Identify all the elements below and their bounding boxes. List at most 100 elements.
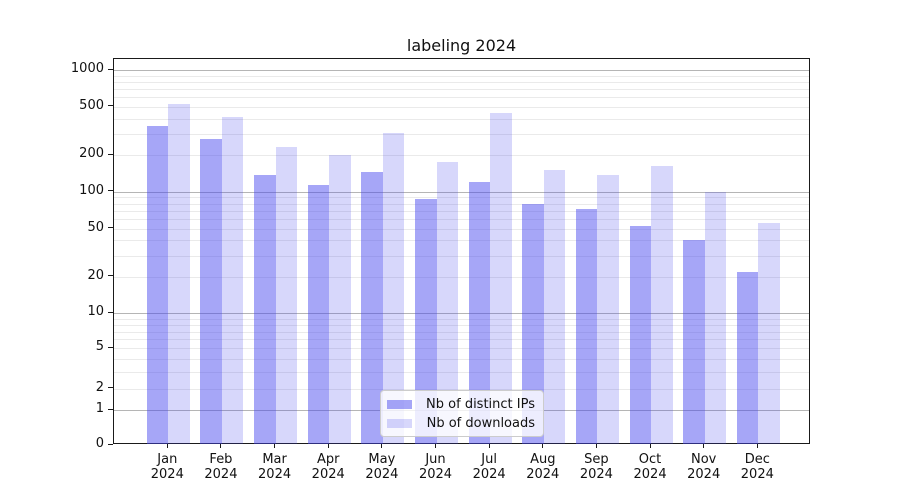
- x-tick-mark: [488, 444, 490, 448]
- gridline-minor: [114, 276, 809, 278]
- x-tick-mark: [166, 444, 168, 448]
- gridline-minor: [114, 197, 809, 199]
- x-tick-label: Aug 2024: [515, 452, 571, 482]
- x-tick-month: Sep: [584, 452, 609, 467]
- y-tick-mark: [108, 443, 113, 445]
- y-tick-label: 0: [95, 436, 104, 451]
- x-tick-month: Dec: [744, 452, 770, 467]
- y-tick-label: 2: [95, 379, 104, 395]
- x-tick-label: Jun 2024: [408, 452, 464, 482]
- y-tick-label: 1: [95, 401, 104, 417]
- legend-label-downloads: Nb of downloads: [426, 415, 535, 431]
- gridline-minor: [114, 324, 809, 326]
- gridline-minor: [114, 203, 809, 205]
- gridline-minor: [114, 75, 809, 77]
- gridline-minor: [114, 218, 809, 220]
- x-tick-month: Feb: [209, 452, 233, 467]
- x-tick-month: May: [368, 452, 396, 467]
- x-tick-month: Apr: [316, 452, 340, 467]
- bar-distinct-ips: [683, 240, 705, 444]
- bar-distinct-ips: [200, 139, 222, 444]
- gridline-minor: [114, 331, 809, 333]
- legend: Nb of distinct IPs Nb of downloads: [380, 390, 544, 437]
- gridline-minor: [114, 348, 809, 350]
- bar-distinct-ips: [415, 199, 437, 444]
- y-tick-mark: [108, 408, 113, 410]
- bar-distinct-ips: [468, 182, 491, 444]
- bar-distinct-ips: [522, 203, 544, 444]
- bar-distinct-ips: [307, 184, 330, 444]
- gridline-minor: [114, 88, 809, 90]
- x-tick-year: 2024: [418, 467, 453, 482]
- x-tick-mark: [703, 444, 705, 448]
- x-tick-year: 2024: [472, 467, 506, 482]
- x-tick-year: 2024: [687, 467, 721, 482]
- x-tick-month: Jul: [481, 452, 497, 467]
- x-tick-year: 2024: [633, 467, 667, 482]
- gridline-minor: [114, 118, 809, 120]
- x-tick-year: 2024: [150, 467, 184, 482]
- gridline-major: [114, 313, 809, 315]
- x-tick-mark: [381, 444, 383, 448]
- gridline-major: [114, 191, 809, 193]
- gridline-minor: [114, 81, 809, 83]
- legend-label-distinct-ips: Nb of distinct IPs: [426, 396, 535, 412]
- x-tick-mark: [595, 444, 597, 448]
- gridline-minor: [114, 133, 809, 135]
- x-tick-year: 2024: [579, 467, 613, 482]
- bar-distinct-ips: [361, 172, 383, 444]
- y-tick-mark: [108, 68, 113, 70]
- gridline-minor: [114, 372, 809, 374]
- y-tick-mark: [108, 227, 113, 229]
- bar-downloads: [543, 169, 566, 444]
- plot-area: [113, 58, 810, 444]
- gridline-minor: [114, 240, 809, 242]
- x-tick-label: Mar 2024: [247, 452, 303, 482]
- y-tick-label: 20: [87, 267, 104, 283]
- legend-swatch-distinct-ips: [387, 399, 412, 409]
- x-tick-mark: [274, 444, 276, 448]
- x-tick-year: 2024: [204, 467, 238, 482]
- x-tick-mark: [435, 444, 436, 448]
- x-tick-label: Nov 2024: [676, 452, 732, 482]
- x-tick-year: 2024: [365, 467, 399, 482]
- bar-downloads: [275, 147, 298, 444]
- bar-distinct-ips: [629, 226, 652, 444]
- x-tick-month: Nov: [691, 452, 717, 467]
- y-tick-mark: [108, 346, 113, 348]
- y-tick-label: 500: [79, 97, 104, 113]
- gridline-minor: [114, 228, 809, 230]
- y-tick-label: 50: [87, 219, 104, 235]
- gridline-minor: [114, 255, 809, 257]
- x-tick-label: Feb 2024: [193, 452, 249, 482]
- y-tick-label: 5: [95, 339, 104, 355]
- chart-title: labeling 2024: [406, 36, 517, 55]
- y-tick-label: 100: [79, 182, 104, 198]
- x-tick-label: May 2024: [354, 452, 410, 482]
- bar-distinct-ips: [146, 126, 169, 444]
- bar-downloads: [597, 175, 619, 444]
- gridline-major: [114, 70, 809, 72]
- gridline-minor: [114, 106, 809, 108]
- x-tick-mark: [542, 444, 544, 448]
- y-tick-label: 10: [87, 304, 104, 320]
- x-tick-label: Oct 2024: [622, 452, 678, 482]
- bar-downloads: [382, 132, 405, 444]
- y-tick-mark: [108, 275, 113, 277]
- bar-downloads: [704, 191, 727, 444]
- x-tick-month: Jan: [157, 452, 178, 467]
- x-tick-label: Jul 2024: [461, 452, 517, 482]
- y-tick-label: 200: [79, 146, 104, 162]
- bar-downloads: [758, 222, 780, 444]
- gridline-minor: [114, 318, 809, 320]
- x-tick-year: 2024: [526, 467, 560, 482]
- legend-item-distinct-ips: Nb of distinct IPs: [387, 397, 535, 412]
- x-tick-month: Aug: [530, 452, 556, 467]
- bar-downloads: [221, 116, 244, 444]
- bar-distinct-ips: [736, 271, 759, 444]
- bar-downloads: [168, 103, 190, 444]
- y-tick-mark: [108, 190, 113, 192]
- legend-item-downloads: Nb of downloads: [387, 416, 535, 431]
- gridline-minor: [114, 388, 809, 390]
- x-tick-mark: [756, 444, 758, 448]
